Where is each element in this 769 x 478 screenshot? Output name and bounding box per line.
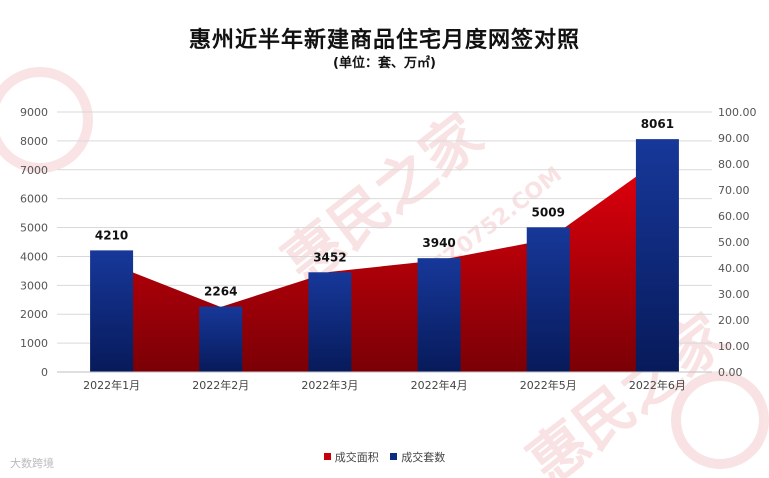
y-left-tick-label: 2000 [20, 308, 48, 321]
y-right-tick-label: 100.00 [718, 106, 757, 119]
y-right-tick-label: 80.00 [718, 158, 750, 171]
y-left-tick-label: 0 [41, 366, 48, 379]
bar-data-label: 8061 [641, 117, 674, 131]
y-right-tick-label: 70.00 [718, 184, 750, 197]
x-tick-label: 2022年5月 [520, 378, 577, 392]
watermark-logo-ring-left [0, 67, 93, 173]
bar-成交套数 [90, 250, 134, 372]
bar-data-label: 2264 [204, 285, 237, 299]
x-tick-label: 2022年6月 [629, 378, 686, 392]
bar-成交套数 [199, 306, 243, 372]
bar-data-label: 4210 [95, 228, 128, 242]
y-left-tick-label: 1000 [20, 337, 48, 350]
legend-label-bar: 成交套数 [401, 451, 446, 464]
chart-title: 惠州近半年新建商品住宅月度网签对照 [188, 28, 580, 53]
data-labels: 4210 2264 3452 3940 5009 8061 [95, 117, 674, 298]
x-tick-label: 2022年3月 [301, 378, 358, 392]
y-right-tick-label: 40.00 [718, 262, 750, 275]
y-left-tick-label: 4000 [20, 250, 48, 263]
y-left-tick-label: 9000 [20, 106, 48, 119]
y-left-tick-label: 7000 [20, 164, 48, 177]
y-right-tick-label: 90.00 [718, 132, 750, 145]
y-right-tick-label: 20.00 [718, 314, 750, 327]
y-right-tick-label: 30.00 [718, 288, 750, 301]
bar-成交套数 [417, 258, 461, 372]
watermark-logo-ring-right [671, 371, 769, 469]
bar-成交套数 [635, 139, 679, 372]
area-fill-成交面积 [111, 161, 658, 372]
legend-item-bar: 成交套数 [390, 449, 445, 465]
legend: 成交面积 成交套数 [0, 449, 769, 465]
legend-label-area: 成交面积 [334, 451, 379, 464]
y-right-tick-label: 10.00 [718, 340, 750, 353]
y-left-tick-label: 6000 [20, 193, 48, 206]
y-left-tick-label: 3000 [20, 279, 48, 292]
bar-data-label: 3452 [313, 250, 346, 264]
y-axis-left: 0 1000 2000 3000 4000 5000 6000 7000 8000 9000 [20, 106, 48, 379]
y-axis-right: 0.00 10.00 20.00 30.00 40.00 50.00 60.00 70.00 8… [718, 106, 757, 379]
y-left-tick-label: 8000 [20, 135, 48, 148]
bar-成交套数 [526, 227, 570, 372]
chart-subtitle: (单位：套、万㎡) [333, 56, 436, 71]
bar-series [90, 139, 679, 372]
legend-swatch-area [323, 453, 331, 460]
bar-成交套数 [308, 272, 352, 372]
x-axis: 2022年1月 2022年2月 2022年3月 2022年4月 2022年5月 2022年… [57, 371, 712, 392]
x-tick-label: 2022年4月 [411, 378, 468, 392]
source-label: 大数跨境 [10, 457, 54, 470]
legend-item-area: 成交面积 [323, 449, 379, 465]
y-right-tick-label: 0.00 [718, 366, 743, 379]
y-left-tick-label: 5000 [20, 222, 48, 235]
x-tick-label: 2022年2月 [192, 378, 249, 392]
y-right-tick-label: 60.00 [718, 210, 750, 223]
bar-data-label: 5009 [532, 205, 565, 219]
bar-data-label: 3940 [422, 236, 455, 250]
legend-swatch-bar [390, 453, 398, 460]
y-right-tick-label: 50.00 [718, 236, 750, 249]
x-tick-label: 2022年1月 [83, 378, 140, 392]
